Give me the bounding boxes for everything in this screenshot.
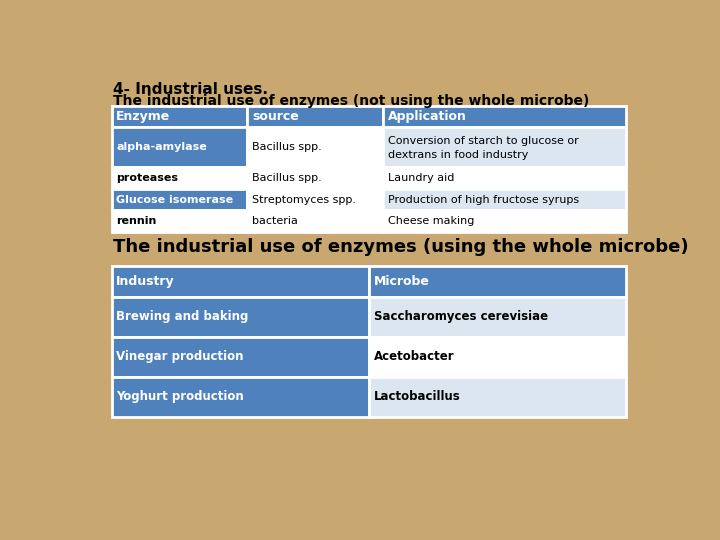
Bar: [248, 189, 383, 211]
Text: The industrial use of enzymes (not using the whole microbe): The industrial use of enzymes (not using…: [113, 94, 590, 108]
Text: Brewing and baking: Brewing and baking: [117, 310, 248, 323]
Text: Yoghurt production: Yoghurt production: [117, 390, 244, 403]
Text: Conversion of starch to glucose or: Conversion of starch to glucose or: [387, 136, 578, 146]
Bar: [112, 106, 248, 127]
Bar: [248, 127, 383, 167]
Text: Bacillus spp.: Bacillus spp.: [252, 142, 322, 152]
Bar: [248, 167, 383, 189]
Text: source: source: [252, 110, 299, 123]
Bar: [112, 377, 369, 417]
Text: Enzyme: Enzyme: [117, 110, 171, 123]
Text: Streptomyces spp.: Streptomyces spp.: [252, 194, 356, 205]
Text: bacteria: bacteria: [252, 216, 298, 226]
Text: Industry: Industry: [117, 275, 175, 288]
Bar: [369, 377, 626, 417]
Bar: [112, 266, 369, 296]
Bar: [383, 210, 626, 232]
Bar: [112, 167, 248, 189]
Bar: [383, 189, 626, 211]
Text: proteases: proteases: [117, 173, 179, 183]
Text: The industrial use of enzymes (using the whole microbe): The industrial use of enzymes (using the…: [113, 238, 689, 256]
Text: Microbe: Microbe: [374, 275, 430, 288]
Bar: [248, 106, 383, 127]
Text: Lactobacillus: Lactobacillus: [374, 390, 460, 403]
Bar: [112, 210, 248, 232]
Text: Vinegar production: Vinegar production: [117, 350, 244, 363]
Text: Glucose isomerase: Glucose isomerase: [117, 194, 233, 205]
Bar: [383, 106, 626, 127]
Text: Bacillus spp.: Bacillus spp.: [252, 173, 322, 183]
Bar: [112, 189, 248, 211]
Text: Laundry aid: Laundry aid: [387, 173, 454, 183]
Bar: [369, 336, 626, 377]
Text: 4- Industrial uses.: 4- Industrial uses.: [113, 82, 269, 97]
Text: dextrans in food industry: dextrans in food industry: [387, 150, 528, 160]
Bar: [369, 296, 626, 336]
Text: Acetobacter: Acetobacter: [374, 350, 454, 363]
Text: Application: Application: [387, 110, 467, 123]
Text: alpha-amylase: alpha-amylase: [117, 142, 207, 152]
Bar: [383, 127, 626, 167]
Text: Saccharomyces cerevisiae: Saccharomyces cerevisiae: [374, 310, 548, 323]
Bar: [112, 127, 248, 167]
Bar: [248, 210, 383, 232]
Text: Cheese making: Cheese making: [387, 216, 474, 226]
Text: Production of high fructose syrups: Production of high fructose syrups: [387, 194, 579, 205]
Bar: [112, 296, 369, 336]
Bar: [112, 336, 369, 377]
Bar: [383, 167, 626, 189]
Bar: [369, 266, 626, 296]
Text: rennin: rennin: [117, 216, 157, 226]
